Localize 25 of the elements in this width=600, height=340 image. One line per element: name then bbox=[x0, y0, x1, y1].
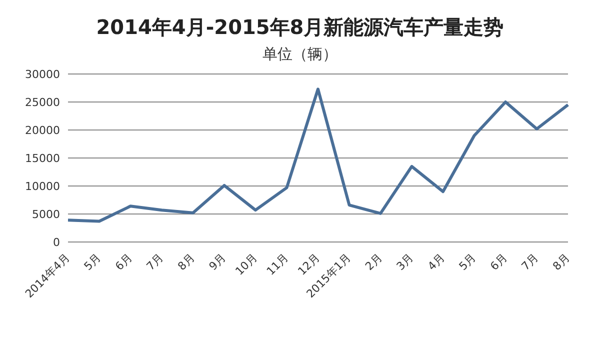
y-tick-label: 5000 bbox=[32, 208, 60, 221]
line-series bbox=[66, 88, 570, 223]
x-tick-label: 7月 bbox=[519, 251, 542, 273]
y-tick-label: 25000 bbox=[25, 96, 60, 109]
x-tick-label: 6月 bbox=[488, 251, 510, 273]
x-tick-label: 11月 bbox=[264, 251, 292, 278]
x-tick-label: 5月 bbox=[456, 251, 479, 273]
x-tick-label: 9月 bbox=[206, 251, 229, 273]
chart-subtitle: 单位（辆） bbox=[262, 44, 338, 64]
x-tick-label: 6月 bbox=[112, 251, 135, 273]
x-tick-label: 3月 bbox=[394, 251, 416, 273]
y-tick-label: 10000 bbox=[25, 180, 60, 193]
y-tick-label: 20000 bbox=[25, 124, 60, 137]
x-tick-label: 10月 bbox=[232, 251, 260, 278]
x-tick-label: 8月 bbox=[550, 251, 572, 273]
x-tick-label: 8月 bbox=[175, 251, 198, 273]
x-tick-label: 12月 bbox=[295, 251, 322, 278]
y-tick-label: 15000 bbox=[25, 152, 60, 165]
y-tick-label: 30000 bbox=[25, 68, 60, 81]
chart-title: 2014年4月-2015年8月新能源汽车产量走势 bbox=[95, 14, 505, 41]
x-tick-label: 4月 bbox=[425, 251, 448, 273]
x-tick-label: 2月 bbox=[362, 251, 385, 273]
x-tick-label: 5月 bbox=[82, 251, 104, 273]
x-tick-label: 7月 bbox=[144, 251, 166, 273]
y-tick-label: 0 bbox=[53, 236, 60, 249]
